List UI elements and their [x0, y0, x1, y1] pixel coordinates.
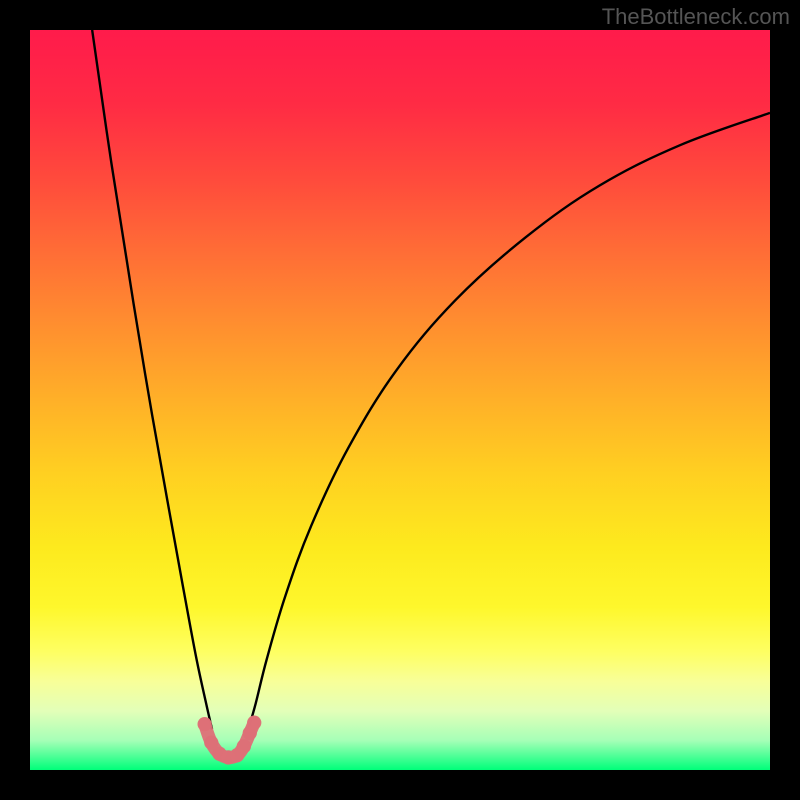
curve-right-branch: [248, 113, 770, 729]
chart-container: TheBottleneck.com: [0, 0, 800, 800]
plot-area: [30, 30, 770, 770]
watermark-text: TheBottleneck.com: [602, 4, 790, 30]
curve-layer: [30, 30, 770, 770]
curve-left-branch: [92, 30, 212, 729]
